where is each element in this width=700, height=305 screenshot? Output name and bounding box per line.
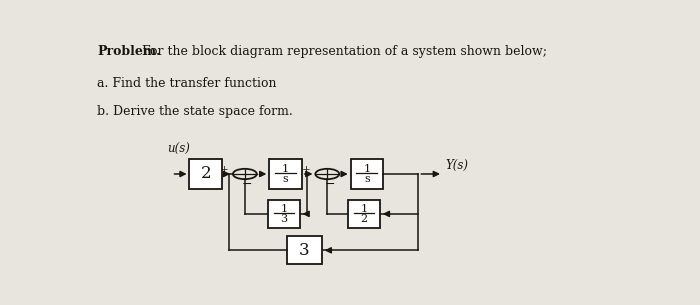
Text: s: s bbox=[283, 174, 288, 185]
Text: 1: 1 bbox=[282, 164, 289, 174]
Text: 1: 1 bbox=[280, 204, 288, 214]
Text: +: + bbox=[302, 165, 311, 174]
Text: b. Derive the state space form.: b. Derive the state space form. bbox=[97, 105, 293, 118]
Text: +: + bbox=[220, 165, 229, 174]
Text: 2: 2 bbox=[360, 214, 368, 224]
Text: −: − bbox=[241, 178, 252, 191]
FancyBboxPatch shape bbox=[351, 159, 383, 189]
Text: For the block diagram representation of a system shown below;: For the block diagram representation of … bbox=[138, 45, 547, 58]
Text: 1: 1 bbox=[363, 164, 370, 174]
Text: −: − bbox=[324, 178, 335, 191]
Text: u(s): u(s) bbox=[167, 143, 190, 156]
Text: 1: 1 bbox=[360, 204, 368, 214]
Text: 2: 2 bbox=[200, 166, 211, 182]
Text: s: s bbox=[364, 174, 370, 185]
FancyBboxPatch shape bbox=[268, 200, 300, 228]
FancyBboxPatch shape bbox=[270, 159, 302, 189]
FancyBboxPatch shape bbox=[349, 200, 380, 228]
Text: 3: 3 bbox=[280, 214, 288, 224]
Text: Y(s): Y(s) bbox=[446, 159, 468, 172]
FancyBboxPatch shape bbox=[287, 236, 322, 264]
FancyBboxPatch shape bbox=[190, 159, 222, 189]
Text: a. Find the transfer function: a. Find the transfer function bbox=[97, 77, 276, 90]
Text: Problem.: Problem. bbox=[97, 45, 161, 58]
Text: 3: 3 bbox=[299, 242, 310, 259]
